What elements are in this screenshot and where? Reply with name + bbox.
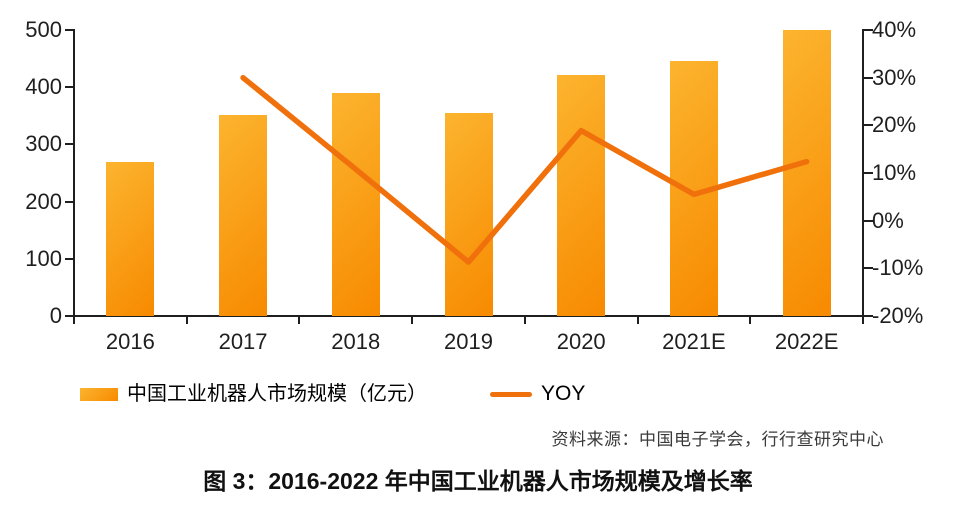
left-axis-tick-label: 300 (25, 131, 62, 157)
x-axis-category-label: 2016 (105, 329, 155, 354)
x-axis-category-label: 2019 (444, 329, 493, 354)
bar-2018 (331, 93, 380, 316)
right-axis-tick (864, 124, 873, 127)
right-axis-tick-label: -10% (872, 255, 924, 281)
right-axis-tick-label: 40% (872, 17, 917, 42)
left-axis-tick (65, 315, 74, 317)
left-axis-tick-label: 500 (25, 17, 62, 42)
bar-2019 (444, 112, 493, 316)
right-axis-tick (864, 172, 873, 174)
left-axis-tick (65, 200, 74, 203)
left-axis-line (73, 29, 75, 317)
x-axis-category-label: 2021E (662, 329, 726, 354)
left-axis-tick (65, 86, 74, 89)
bar-series-label: 中国工业机器人市场规模（亿元） (127, 383, 427, 405)
line-series-swatch (490, 391, 532, 397)
x-axis-category-label: 2022E (774, 329, 839, 354)
yoy-line (240, 74, 810, 265)
bar-2017 (219, 115, 268, 316)
x-axis-tick (523, 317, 526, 324)
x-axis-tick (411, 317, 414, 324)
x-axis-category-label: 2018 (331, 329, 381, 354)
bar-2020 (557, 74, 606, 316)
x-axis-tick (862, 317, 864, 324)
x-axis-tick (749, 317, 752, 324)
legend-item-yoy: YOY (490, 381, 585, 407)
left-axis-tick-label: 400 (25, 74, 62, 100)
left-axis-tick-label: 0 (49, 303, 62, 328)
x-axis-tick (73, 317, 75, 324)
x-axis-tick (185, 317, 188, 324)
right-axis-tick-label: 10% (872, 160, 917, 185)
left-axis-tick-label: 100 (25, 245, 62, 271)
left-axis-tick (65, 143, 74, 146)
x-axis-tick (636, 317, 639, 324)
left-axis-tick (65, 29, 74, 31)
bar-2021E (669, 61, 718, 316)
right-axis-tick (864, 76, 873, 79)
source-note: 资料来源：中国电子学会，行行查研究中心 (551, 430, 884, 449)
right-axis-tick-label: 0% (872, 207, 904, 233)
right-axis-tick (864, 29, 873, 31)
x-axis-tick (298, 317, 301, 324)
left-axis-tick-label: 200 (25, 188, 62, 214)
x-axis-line (73, 315, 864, 317)
right-axis-tick (864, 315, 873, 317)
left-axis-tick (65, 257, 74, 260)
right-axis-tick-label: 30% (872, 64, 917, 90)
bar-2022E (782, 30, 831, 316)
line-series-label: YOY (541, 382, 586, 405)
legend-item-market-size: 中国工业机器人市场规模（亿元） (80, 381, 427, 407)
x-axis-category-label: 2017 (218, 329, 268, 354)
x-axis-category-label: 2020 (556, 329, 606, 354)
right-axis-tick-label: -20% (872, 303, 924, 328)
right-axis-tick-label: 20% (872, 112, 917, 138)
bar-2016 (106, 161, 155, 316)
bar-series-swatch (80, 387, 118, 401)
right-axis-line (862, 29, 864, 317)
right-axis-tick (864, 267, 873, 270)
figure-title: 图 3：2016-2022 年中国工业机器人市场规模及增长率 (203, 468, 753, 494)
right-axis-tick (864, 219, 873, 222)
